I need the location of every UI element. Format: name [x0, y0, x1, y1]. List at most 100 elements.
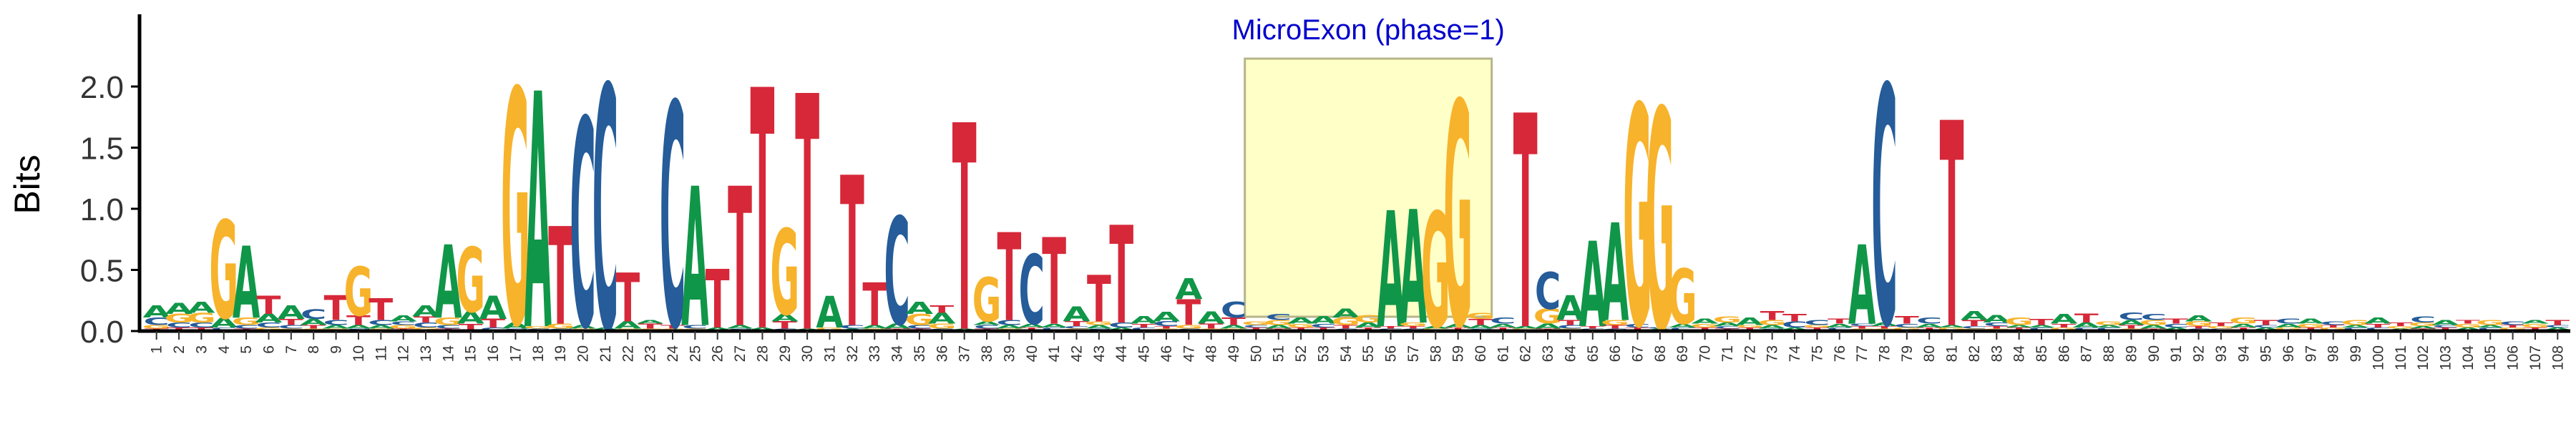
logo-letter-c: C — [2029, 327, 2054, 330]
logo-letter-g: G — [2207, 325, 2236, 329]
logo-letter-a: A — [2431, 319, 2459, 327]
x-tick-label: 26 — [710, 345, 726, 362]
x-tick-label: 19 — [552, 345, 569, 362]
logo-letter-a: A — [2477, 325, 2504, 328]
logo-letter-a: A — [1938, 325, 1966, 328]
x-tick-label: 73 — [1765, 345, 1781, 362]
logo-letter-t: T — [1782, 312, 1807, 324]
logo-letter-a: A — [928, 310, 956, 327]
logo-letter-c: C — [682, 324, 708, 330]
logo-letter-a: A — [2454, 327, 2482, 330]
logo-letter-a: A — [389, 314, 417, 323]
x-tick-label: 33 — [867, 345, 883, 362]
x-tick-label: 80 — [1921, 345, 1938, 362]
logo-letter-t: T — [660, 324, 685, 330]
x-tick-label: 88 — [2101, 345, 2117, 362]
logo-letter-c: C — [1266, 312, 1292, 322]
logo-letter-g: G — [1937, 327, 1966, 330]
logo-letter-t: T — [1446, 327, 1470, 330]
logo-letter-t: T — [2231, 327, 2255, 330]
logo-letter-a: A — [2140, 324, 2168, 330]
logo-letter-t: T — [1693, 327, 1717, 330]
x-tick-label: 46 — [1158, 345, 1175, 362]
logo-letter-a: A — [861, 324, 889, 330]
x-tick-label: 9 — [328, 345, 345, 354]
logo-letter-c: C — [143, 315, 169, 327]
logo-letter-g: G — [1287, 323, 1316, 329]
logo-letter-t: T — [773, 319, 797, 331]
x-tick-label: 95 — [2258, 345, 2275, 362]
logo-letter-c: C — [1131, 327, 1156, 330]
logo-letter-a: A — [2409, 325, 2437, 329]
x-tick-label: 30 — [799, 345, 816, 362]
logo-letter-g: G — [1241, 320, 1271, 326]
logo-letter-c: C — [166, 321, 192, 329]
logo-letter-a: A — [2342, 325, 2370, 328]
logo-letter-c: C — [1894, 323, 1920, 329]
logo-letter-t: T — [2389, 322, 2413, 327]
logo-letter-t: T — [1895, 315, 1919, 327]
x-tick-label: 91 — [2168, 345, 2185, 362]
logo-letter-g: G — [2049, 327, 2079, 330]
x-tick-label: 87 — [2079, 345, 2095, 362]
logo-letter-g: G — [1646, 47, 1675, 399]
x-tick-label: 1 — [149, 345, 165, 354]
logo-letter-t: T — [1087, 262, 1111, 337]
logo-letter-c: C — [1063, 325, 1089, 329]
logo-letter-a: A — [748, 327, 776, 330]
logo-letter-t: T — [2321, 325, 2346, 328]
x-tick-label: 18 — [530, 345, 547, 362]
x-tick-label: 34 — [889, 345, 906, 363]
x-tick-label: 55 — [1360, 345, 1377, 362]
logo-letter-t: T — [257, 291, 282, 320]
x-tick-label: 77 — [1854, 345, 1870, 362]
logo-letter-a: A — [2162, 327, 2190, 330]
logo-letter-a: A — [278, 302, 306, 323]
x-tick-label: 82 — [1966, 345, 1983, 362]
logo-letter-c: C — [413, 321, 439, 329]
x-tick-label: 102 — [2415, 345, 2431, 370]
x-tick-label: 86 — [2056, 345, 2072, 362]
logo-letter-a: A — [1085, 324, 1113, 330]
logo-letter-c: C — [1669, 327, 1695, 330]
x-tick-label: 60 — [1473, 345, 1489, 362]
logo-letter-t: T — [1828, 317, 1853, 325]
x-tick-label: 75 — [1809, 345, 1825, 362]
logo-letter-a: A — [1556, 290, 1584, 328]
logo-letter-a: A — [1714, 322, 1742, 327]
logo-letter-a: A — [2095, 325, 2123, 328]
x-tick-label: 90 — [2146, 345, 2162, 362]
logo-letter-t: T — [1132, 323, 1156, 329]
logo-letter-t: T — [2119, 324, 2144, 330]
logo-letter-a: A — [1108, 327, 1136, 330]
logo-letter-c: C — [323, 319, 348, 327]
logo-letter-t: T — [1984, 325, 2009, 329]
logo-letter-t: T — [2523, 327, 2547, 330]
logo-letter-c: C — [2321, 320, 2346, 326]
logo-letter-c: C — [1243, 325, 1269, 328]
logo-letter-t: T — [1603, 324, 1627, 330]
x-tick-label: 27 — [732, 345, 748, 362]
logo-letter-c: C — [2432, 325, 2458, 328]
logo-letter-a: A — [771, 312, 799, 324]
x-tick-label: 61 — [1495, 345, 1511, 362]
logo-letter-t: T — [1626, 327, 1650, 330]
logo-letter-a: A — [1826, 323, 1854, 329]
logo-letter-c: C — [839, 324, 865, 330]
logo-letter-c: C — [2343, 327, 2368, 330]
x-tick-label: 52 — [1293, 345, 1309, 362]
logo-letter-t: T — [1468, 317, 1493, 327]
logo-letter-a: A — [2117, 319, 2145, 327]
x-tick-label: 58 — [1428, 345, 1444, 362]
logo-letter-c: C — [1557, 324, 1583, 330]
logo-letter-t: T — [615, 259, 640, 337]
x-tick-label: 10 — [351, 345, 367, 362]
logo-letter-t: T — [1289, 327, 1313, 330]
x-tick-label: 2 — [171, 345, 187, 354]
x-tick-label: 68 — [1652, 345, 1669, 362]
logo-letter-t: T — [862, 270, 887, 339]
x-tick-label: 72 — [1742, 345, 1758, 362]
x-tick-label: 21 — [597, 345, 614, 362]
logo-letter-a: A — [1309, 315, 1337, 327]
logo-letter-a: A — [345, 324, 373, 330]
